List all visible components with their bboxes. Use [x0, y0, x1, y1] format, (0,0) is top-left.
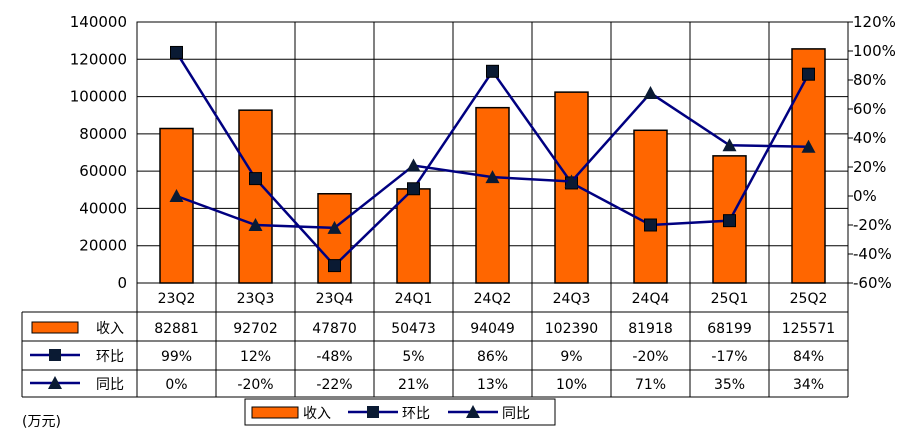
- left-tick-label: 120000: [70, 50, 127, 68]
- legend: 收入 环比 同比: [244, 398, 556, 426]
- point-环比-23Q4: [328, 259, 341, 273]
- cell-同比-24Q1: 21%: [398, 377, 429, 393]
- point-环比-23Q2: [170, 45, 183, 59]
- cell-环比-24Q3: 9%: [560, 349, 582, 365]
- cell-同比-24Q3: 10%: [556, 377, 587, 393]
- point-同比-24Q3: [564, 174, 579, 188]
- left-tick-label: 60000: [79, 162, 127, 180]
- point-环比-23Q3: [249, 172, 262, 186]
- cell-环比-23Q3: 12%: [240, 349, 271, 365]
- right-tick-label: 100%: [853, 42, 896, 60]
- point-环比-24Q2: [486, 64, 499, 78]
- left-tick-label: 0: [117, 274, 127, 292]
- legend-label-环比: 环比: [402, 406, 430, 422]
- cell-收入-23Q3: 92702: [233, 321, 278, 337]
- cell-环比-24Q2: 86%: [477, 349, 508, 365]
- left-tick-label: 40000: [79, 199, 127, 217]
- cell-环比-24Q4: -20%: [632, 349, 668, 365]
- category-label: 25Q2: [790, 291, 828, 307]
- cell-收入-24Q2: 94049: [470, 321, 515, 337]
- bar-24Q2: [475, 106, 510, 284]
- right-tick-label: -20%: [853, 216, 892, 234]
- category-label: 23Q2: [158, 291, 196, 307]
- category-label: 25Q1: [711, 291, 749, 307]
- bar-23Q3: [238, 109, 273, 284]
- point-同比-25Q2: [801, 139, 816, 153]
- right-axis-ticks: -60% -40% -20% 0% 20% 40% 60% 80% 100% 120%: [848, 13, 896, 292]
- bar-23Q2: [159, 127, 194, 284]
- point-环比-25Q1: [723, 214, 736, 228]
- cell-收入-23Q4: 47870: [312, 321, 357, 337]
- category-label: 24Q2: [474, 291, 512, 307]
- growth-lines: [169, 45, 816, 273]
- category-label: 23Q3: [237, 291, 275, 307]
- cell-收入-25Q1: 68199: [707, 321, 752, 337]
- right-tick-label: 40%: [853, 129, 886, 147]
- right-tick-label: 80%: [853, 71, 886, 89]
- point-环比-24Q1: [407, 182, 420, 196]
- cell-环比-23Q2: 99%: [161, 349, 192, 365]
- legend-key-marker: [49, 349, 61, 361]
- legend-label-同比: 同比: [502, 406, 530, 422]
- cell-同比-25Q2: 34%: [793, 377, 824, 393]
- right-tick-label: -60%: [853, 274, 892, 292]
- legend-key-bar: [31, 321, 79, 334]
- legend-label-收入: 收入: [303, 406, 331, 422]
- cell-环比-24Q1: 5%: [402, 349, 424, 365]
- row-header-环比: 环比: [96, 349, 124, 365]
- right-tick-label: -40%: [853, 245, 892, 263]
- left-tick-label: 140000: [70, 13, 127, 31]
- cell-环比-25Q1: -17%: [711, 349, 747, 365]
- cell-同比-25Q1: 35%: [714, 377, 745, 393]
- bar-24Q4: [633, 129, 668, 284]
- cell-同比-24Q2: 13%: [477, 377, 508, 393]
- cell-收入-24Q3: 102390: [545, 321, 598, 337]
- bar-24Q1: [396, 188, 431, 284]
- right-tick-label: 120%: [853, 13, 896, 31]
- row-header-收入: 收入: [96, 321, 124, 337]
- right-tick-label: 60%: [853, 100, 886, 118]
- category-label: 24Q4: [632, 291, 670, 307]
- cell-同比-23Q4: -22%: [316, 377, 352, 393]
- point-同比-24Q2: [485, 170, 500, 184]
- cell-收入-25Q2: 125571: [782, 321, 835, 337]
- revenue-bars: [159, 48, 826, 284]
- point-环比-24Q4: [644, 218, 657, 232]
- unit-label: (万元): [22, 414, 61, 430]
- bar-25Q2: [791, 48, 826, 284]
- left-axis-ticks: 0 20000 40000 60000 80000 100000 120000 140000: [70, 13, 127, 292]
- category-label: 24Q1: [395, 291, 433, 307]
- legend-key-marker: [367, 406, 379, 418]
- cell-收入-24Q1: 50473: [391, 321, 436, 337]
- cell-环比-25Q2: 84%: [793, 349, 824, 365]
- category-label: 24Q3: [553, 291, 591, 307]
- left-tick-label: 100000: [70, 88, 127, 106]
- point-同比-23Q3: [248, 218, 263, 231]
- row-header-同比: 同比: [96, 377, 124, 393]
- left-tick-label: 80000: [79, 125, 127, 143]
- cell-环比-23Q4: -48%: [316, 349, 352, 365]
- point-同比-24Q1: [406, 158, 421, 172]
- legend-key-bar: [251, 406, 299, 419]
- data-table: 23Q2 23Q3 23Q4 24Q1 24Q2 24Q3 24Q4 25Q1 25Q2 收入 82…: [21, 282, 849, 398]
- cell-收入-24Q4: 81918: [628, 321, 673, 337]
- legend-key-marker: [466, 405, 480, 418]
- cell-同比-23Q2: 0%: [165, 377, 187, 393]
- right-tick-label: 20%: [853, 158, 886, 176]
- cell-同比-24Q4: 71%: [635, 377, 666, 393]
- point-同比-23Q4: [327, 220, 342, 234]
- legend-key-marker: [48, 376, 62, 389]
- right-tick-label: 0%: [853, 187, 877, 205]
- cell-收入-23Q2: 82881: [154, 321, 199, 337]
- point-同比-24Q4: [643, 86, 658, 100]
- category-label: 23Q4: [316, 291, 354, 307]
- point-同比-23Q2: [169, 189, 184, 202]
- point-环比-25Q2: [802, 67, 815, 81]
- left-tick-label: 20000: [79, 237, 127, 255]
- cell-同比-23Q3: -20%: [237, 377, 273, 393]
- point-同比-25Q1: [722, 138, 737, 152]
